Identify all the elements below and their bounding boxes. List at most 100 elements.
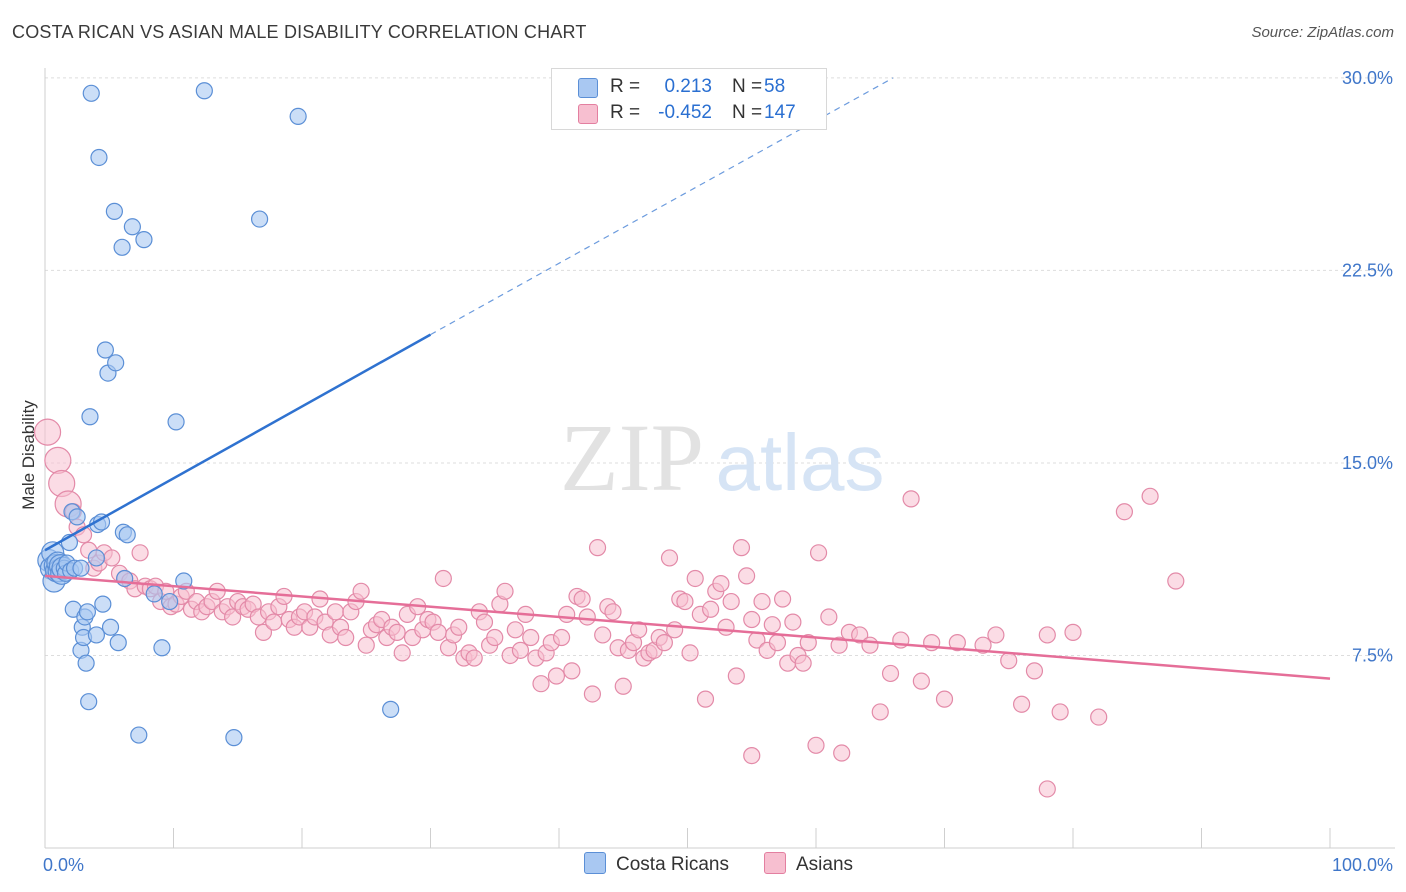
- data-point-asians: [522, 628, 540, 647]
- data-point-asians: [1115, 503, 1134, 521]
- data-point-asians: [732, 539, 751, 557]
- data-point-asians: [224, 608, 242, 626]
- data-point-asians: [753, 592, 771, 611]
- data-point-costa-ricans: [113, 238, 131, 256]
- data-point-asians: [578, 608, 596, 626]
- data-point-asians: [103, 549, 121, 567]
- x-tick-label: 0.0%: [43, 855, 84, 875]
- data-point-costa-ricans: [123, 218, 141, 236]
- data-point-asians: [630, 621, 648, 639]
- data-point-asians: [1000, 652, 1018, 670]
- data-point-asians: [532, 675, 550, 693]
- data-point-asians: [486, 628, 504, 647]
- data-point-asians: [588, 539, 607, 557]
- trend-line-asians: [44, 574, 1331, 680]
- data-point-asians: [465, 649, 483, 667]
- data-point-costa-ricans: [116, 569, 134, 588]
- data-point-asians: [681, 644, 699, 662]
- data-point-asians: [871, 703, 889, 721]
- data-point-costa-ricans: [101, 618, 120, 636]
- legend-r-label: R =: [610, 102, 641, 123]
- bottom-legend-asians[interactable]: Asians: [764, 852, 853, 876]
- data-point-asians: [1064, 623, 1082, 641]
- y-tick-label: 7.5%: [1352, 645, 1393, 665]
- source-label: Source: ZipAtlas.com: [1251, 24, 1394, 41]
- data-point-costa-ricans: [68, 508, 86, 526]
- data-point-asians: [393, 644, 411, 662]
- data-point-asians: [830, 636, 848, 654]
- data-point-asians: [861, 636, 879, 654]
- data-point-asians: [660, 549, 679, 567]
- data-point-asians: [434, 569, 452, 588]
- data-point-asians: [833, 744, 851, 762]
- data-point-costa-ricans: [167, 413, 185, 431]
- data-point-asians: [552, 628, 571, 647]
- watermark: ZIP atlas: [560, 404, 884, 511]
- data-point-asians: [974, 636, 992, 654]
- data-point-asians: [614, 677, 632, 695]
- data-point-asians: [702, 600, 720, 618]
- legend-n-label: N =: [732, 76, 763, 97]
- data-point-asians: [743, 610, 761, 629]
- bottom-legend-swatch-pink: [764, 852, 786, 874]
- data-point-costa-ricans: [135, 231, 153, 249]
- data-point-costa-ricans: [130, 726, 148, 744]
- data-point-asians: [696, 690, 715, 708]
- data-point-asians: [987, 626, 1005, 644]
- data-point-asians: [337, 628, 355, 647]
- legend-swatch-blue: [578, 78, 598, 98]
- legend-row-asians: R = -0.452 N = 147: [552, 100, 826, 126]
- grid: [45, 77, 1395, 656]
- bottom-legend-swatch-blue: [584, 852, 606, 874]
- data-point-asians: [948, 634, 966, 652]
- data-point-asians: [1090, 708, 1108, 726]
- y-tick-label: 22.5%: [1342, 260, 1393, 280]
- asians-points: [33, 418, 1185, 798]
- legend-row-costa-ricans: R = 0.213 N = 58: [552, 74, 826, 100]
- data-point-costa-ricans: [80, 693, 98, 711]
- data-point-costa-ricans: [289, 107, 307, 126]
- data-point-asians: [1141, 487, 1159, 505]
- data-point-asians: [558, 605, 576, 624]
- costa-ricans-points: [37, 82, 400, 747]
- data-point-asians: [712, 574, 730, 593]
- bottom-legend-label-asians: Asians: [796, 854, 854, 875]
- data-point-asians: [1167, 572, 1185, 590]
- chart-title: COSTA RICAN VS ASIAN MALE DISABILITY COR…: [12, 22, 587, 42]
- data-point-asians: [1012, 695, 1031, 713]
- data-point-asians: [727, 667, 745, 685]
- y-tick-label: 15.0%: [1342, 453, 1393, 473]
- data-point-costa-ricans: [96, 341, 114, 359]
- data-point-asians: [265, 613, 283, 631]
- data-point-asians: [763, 616, 781, 634]
- stats-legend: R = 0.213 N = 58 R = -0.452 N = 147: [551, 68, 827, 130]
- y-axis-label: Male Disability: [19, 400, 38, 510]
- y-tick-label: 30.0%: [1342, 68, 1393, 88]
- bottom-legend-costa-ricans[interactable]: Costa Ricans: [584, 852, 729, 876]
- data-point-asians: [604, 603, 622, 621]
- data-point-costa-ricans: [87, 549, 106, 567]
- data-point-costa-ricans: [78, 603, 97, 621]
- data-point-asians: [1038, 780, 1056, 798]
- data-point-costa-ricans: [90, 148, 108, 167]
- legend-r-value: -0.452: [658, 102, 712, 123]
- data-point-asians: [131, 544, 149, 562]
- data-point-asians: [768, 634, 787, 652]
- data-point-costa-ricans: [250, 210, 269, 228]
- data-point-costa-ricans: [81, 408, 99, 426]
- data-point-asians: [773, 590, 792, 608]
- data-point-asians: [1038, 626, 1056, 644]
- trend-lines: [44, 77, 1331, 680]
- data-point-asians: [666, 621, 684, 639]
- axes: 7.5% 15.0% 22.5% 30.0% 0.0% 100.0%: [43, 68, 1395, 875]
- data-point-asians: [686, 569, 704, 588]
- data-point-asians: [506, 621, 524, 639]
- data-point-asians: [583, 685, 602, 703]
- data-point-costa-ricans: [107, 354, 125, 372]
- data-point-asians: [573, 590, 591, 608]
- data-point-asians: [594, 626, 612, 644]
- data-point-asians: [784, 613, 802, 631]
- trend-line-costa-ricans: [44, 333, 432, 552]
- data-point-costa-ricans: [72, 559, 90, 577]
